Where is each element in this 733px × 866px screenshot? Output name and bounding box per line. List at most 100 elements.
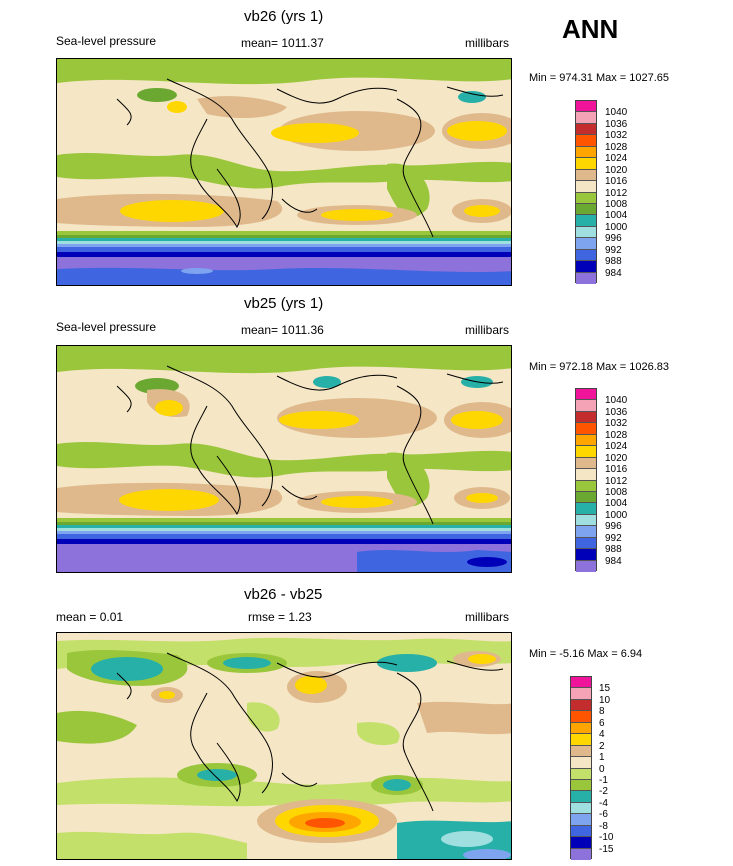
colorbar-swatch bbox=[576, 503, 596, 515]
colorbar-swatch bbox=[576, 411, 596, 424]
colorbar-tick: 1020 bbox=[605, 165, 628, 176]
colorbar-swatch bbox=[576, 272, 596, 284]
panel1-colorbar bbox=[575, 100, 597, 284]
colorbar-tick: 996 bbox=[605, 521, 622, 532]
colorbar-swatch bbox=[576, 192, 596, 204]
colorbar-tick: 8 bbox=[599, 706, 605, 717]
panel3-mean-label: mean = 0.01 bbox=[56, 610, 124, 624]
colorbar-tick: 1036 bbox=[605, 119, 628, 130]
colorbar-tick: 10 bbox=[599, 695, 611, 706]
panel2-mean-label: mean= 1011.36 bbox=[241, 323, 324, 337]
panel3-units-label: millibars bbox=[465, 610, 510, 624]
colorbar-tick: 1000 bbox=[605, 222, 628, 233]
colorbar-tick: -8 bbox=[599, 821, 608, 832]
panel2-minmax: Min = 972.18 Max = 1026.83 bbox=[529, 361, 670, 373]
panel1-units-label: millibars bbox=[465, 36, 510, 50]
colorbar-tick: 984 bbox=[605, 268, 622, 279]
colorbar-swatch bbox=[571, 722, 591, 735]
panel1-map bbox=[56, 58, 512, 286]
colorbar-swatch bbox=[576, 400, 596, 412]
colorbar-swatch bbox=[576, 261, 596, 273]
colorbar-swatch bbox=[576, 215, 596, 227]
colorbar-tick: -4 bbox=[599, 798, 608, 809]
colorbar-tick: 4 bbox=[599, 729, 605, 740]
colorbar-swatch bbox=[576, 226, 596, 239]
panel2-map bbox=[56, 345, 512, 573]
colorbar-swatch bbox=[571, 768, 591, 780]
colorbar-tick: 1008 bbox=[605, 487, 628, 498]
panel1-minmax: Min = 974.31 Max = 1027.65 bbox=[529, 72, 670, 84]
colorbar-swatch bbox=[576, 249, 596, 262]
colorbar-tick: 1016 bbox=[605, 176, 628, 187]
colorbar-swatch bbox=[576, 238, 596, 250]
colorbar-swatch bbox=[576, 101, 596, 113]
colorbar-swatch bbox=[576, 158, 596, 170]
colorbar-tick: 984 bbox=[605, 556, 622, 567]
colorbar-tick: 1020 bbox=[605, 453, 628, 464]
colorbar-tick: 1032 bbox=[605, 418, 628, 429]
colorbar-tick: -2 bbox=[599, 786, 608, 797]
colorbar-swatch bbox=[571, 837, 591, 849]
colorbar-swatch bbox=[576, 549, 596, 561]
colorbar-tick: 1012 bbox=[605, 476, 628, 487]
colorbar-tick: 0 bbox=[599, 764, 605, 775]
colorbar-tick: 1012 bbox=[605, 188, 628, 199]
colorbar-swatch bbox=[571, 825, 591, 838]
colorbar-swatch bbox=[571, 688, 591, 700]
colorbar-tick: 6 bbox=[599, 718, 605, 729]
colorbar-tick: 988 bbox=[605, 256, 622, 267]
panel3-map bbox=[56, 632, 512, 860]
panel3-minmax: Min = -5.16 Max = 6.94 bbox=[529, 648, 643, 660]
panel2-units-label: millibars bbox=[465, 323, 510, 337]
colorbar-tick: 988 bbox=[605, 544, 622, 555]
panel2-variable-label: Sea-level pressure bbox=[56, 320, 157, 334]
colorbar-tick: -15 bbox=[599, 844, 614, 855]
colorbar-swatch bbox=[576, 469, 596, 481]
colorbar-swatch bbox=[576, 560, 596, 572]
colorbar-tick: 1036 bbox=[605, 407, 628, 418]
colorbar-tick: 1004 bbox=[605, 210, 628, 221]
colorbar-tick: 1008 bbox=[605, 199, 628, 210]
colorbar-tick: 1024 bbox=[605, 441, 628, 452]
colorbar-swatch bbox=[576, 457, 596, 470]
colorbar-swatch bbox=[576, 537, 596, 550]
colorbar-tick: 996 bbox=[605, 233, 622, 244]
colorbar-swatch bbox=[571, 711, 591, 723]
colorbar-swatch bbox=[571, 814, 591, 826]
panel2-colorbar bbox=[575, 388, 597, 572]
colorbar-tick: 1024 bbox=[605, 153, 628, 164]
colorbar-tick: 1040 bbox=[605, 107, 628, 118]
colorbar-tick: 1028 bbox=[605, 142, 628, 153]
colorbar-swatch bbox=[576, 123, 596, 136]
colorbar-swatch bbox=[576, 423, 596, 435]
colorbar-tick: -6 bbox=[599, 809, 608, 820]
colorbar-swatch bbox=[571, 734, 591, 746]
colorbar-swatch bbox=[571, 757, 591, 769]
colorbar-swatch bbox=[576, 514, 596, 527]
colorbar-tick: 1 bbox=[599, 752, 605, 763]
colorbar-swatch bbox=[571, 779, 591, 792]
colorbar-swatch bbox=[576, 169, 596, 182]
colorbar-tick: 2 bbox=[599, 741, 605, 752]
colorbar-swatch bbox=[576, 446, 596, 458]
colorbar-swatch bbox=[576, 112, 596, 124]
colorbar-tick: 1040 bbox=[605, 395, 628, 406]
panel1-variable-label: Sea-level pressure bbox=[56, 34, 157, 48]
colorbar-swatch bbox=[576, 480, 596, 492]
colorbar-swatch bbox=[571, 848, 591, 860]
colorbar-tick: 992 bbox=[605, 533, 622, 544]
colorbar-tick: 1032 bbox=[605, 130, 628, 141]
colorbar-swatch bbox=[576, 389, 596, 401]
colorbar-swatch bbox=[571, 677, 591, 689]
colorbar-swatch bbox=[576, 491, 596, 504]
colorbar-tick: 992 bbox=[605, 245, 622, 256]
panel3-colorbar bbox=[570, 676, 592, 860]
colorbar-swatch bbox=[576, 526, 596, 538]
colorbar-tick: -1 bbox=[599, 775, 608, 786]
colorbar-tick: 1016 bbox=[605, 464, 628, 475]
panel2-title: vb25 (yrs 1) bbox=[244, 295, 324, 312]
colorbar-tick: -10 bbox=[599, 832, 614, 843]
colorbar-swatch bbox=[576, 203, 596, 216]
panel3-rmse-label: rmse = 1.23 bbox=[248, 610, 312, 624]
colorbar-swatch bbox=[571, 802, 591, 815]
